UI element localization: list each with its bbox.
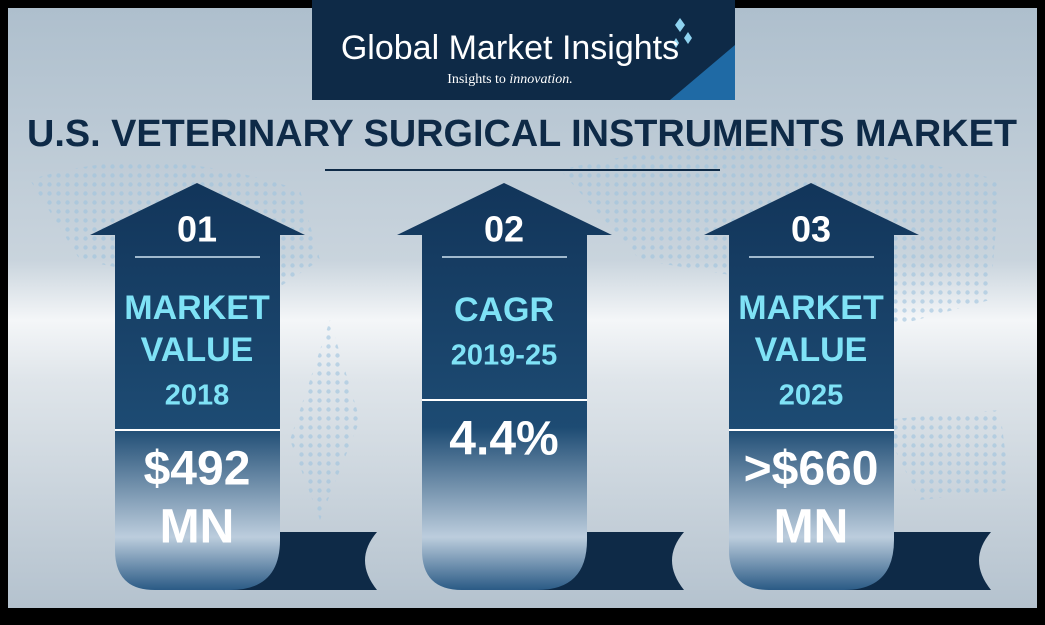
cards: 01MARKETVALUE2018$492MN02CAGR2019-254.4%… xyxy=(90,183,991,590)
card-number: 01 xyxy=(177,209,217,250)
arrow-body xyxy=(90,183,305,590)
logo-brand: Global Market Insights xyxy=(341,29,679,67)
card-value: MN xyxy=(160,501,235,554)
card-value: $492 xyxy=(144,443,251,496)
card-label: VALUE xyxy=(755,331,868,369)
card-value: 4.4% xyxy=(449,413,558,466)
card-number: 02 xyxy=(484,209,524,250)
tagline-emphasis: innovation. xyxy=(509,72,572,87)
card-label: 2019-25 xyxy=(451,340,557,372)
logo-tagline: Insights to innovation. xyxy=(447,72,573,87)
arrow-curl xyxy=(225,532,377,590)
arrow-curl xyxy=(532,532,684,590)
arrow-curl xyxy=(839,532,991,590)
card-label: 2018 xyxy=(165,380,230,412)
arrow-body xyxy=(397,183,612,590)
card-label: MARKET xyxy=(124,289,270,327)
card-label: 2025 xyxy=(779,380,844,412)
title: U.S. VETERINARY SURGICAL INSTRUMENTS MAR… xyxy=(27,113,1017,155)
logo-accent xyxy=(670,45,735,100)
card-label: CAGR xyxy=(454,291,554,329)
card-value: >$660 xyxy=(744,443,879,496)
logo-box xyxy=(312,0,735,100)
tagline: Insights to xyxy=(447,72,506,87)
card-label: MARKET xyxy=(738,289,884,327)
card-value: MN xyxy=(774,501,849,554)
arrow-body xyxy=(704,183,919,590)
card-number: 03 xyxy=(791,209,831,250)
card-label: VALUE xyxy=(141,331,254,369)
logo-icon xyxy=(673,18,692,48)
